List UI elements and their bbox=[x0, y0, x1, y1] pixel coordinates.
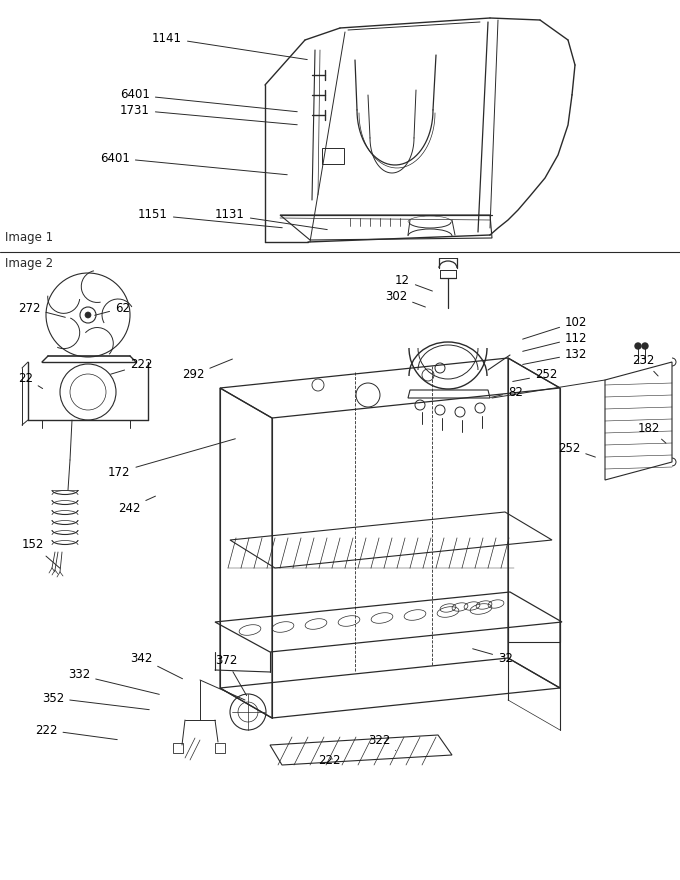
Text: 132: 132 bbox=[523, 348, 588, 364]
Text: 82: 82 bbox=[491, 385, 523, 399]
Circle shape bbox=[635, 343, 641, 349]
Text: 222: 222 bbox=[318, 753, 341, 766]
Text: Image 1: Image 1 bbox=[5, 231, 53, 244]
Bar bbox=[173, 743, 183, 753]
Text: 1141: 1141 bbox=[152, 32, 307, 60]
Text: 242: 242 bbox=[118, 496, 156, 515]
Bar bbox=[322, 148, 344, 164]
Circle shape bbox=[642, 343, 648, 349]
Text: 172: 172 bbox=[108, 439, 235, 479]
Text: 252: 252 bbox=[558, 442, 596, 457]
Text: 102: 102 bbox=[523, 316, 588, 339]
Text: 352: 352 bbox=[42, 692, 149, 709]
Text: 1731: 1731 bbox=[120, 104, 297, 125]
Bar bbox=[215, 743, 225, 753]
Text: 222: 222 bbox=[111, 358, 152, 374]
Text: 222: 222 bbox=[35, 723, 117, 739]
Circle shape bbox=[85, 312, 91, 318]
Text: 1131: 1131 bbox=[215, 209, 327, 230]
Text: 342: 342 bbox=[130, 651, 182, 678]
Text: 6401: 6401 bbox=[120, 89, 297, 112]
Text: 272: 272 bbox=[18, 302, 65, 318]
Text: 62: 62 bbox=[95, 302, 130, 315]
Text: 22: 22 bbox=[18, 371, 43, 389]
Text: 1151: 1151 bbox=[138, 209, 282, 228]
Text: 372: 372 bbox=[215, 654, 247, 695]
Text: 32: 32 bbox=[473, 649, 513, 664]
Text: 322: 322 bbox=[368, 734, 396, 751]
Text: 182: 182 bbox=[638, 422, 666, 444]
Text: 12: 12 bbox=[395, 274, 432, 291]
Text: Image 2: Image 2 bbox=[5, 257, 53, 270]
Text: 292: 292 bbox=[182, 359, 233, 382]
Text: 252: 252 bbox=[513, 369, 558, 382]
Text: 152: 152 bbox=[22, 539, 60, 568]
Text: 302: 302 bbox=[385, 290, 426, 307]
Text: 232: 232 bbox=[632, 354, 658, 376]
Text: 332: 332 bbox=[68, 669, 159, 694]
Text: 6401: 6401 bbox=[100, 151, 287, 175]
Text: 112: 112 bbox=[523, 332, 588, 351]
